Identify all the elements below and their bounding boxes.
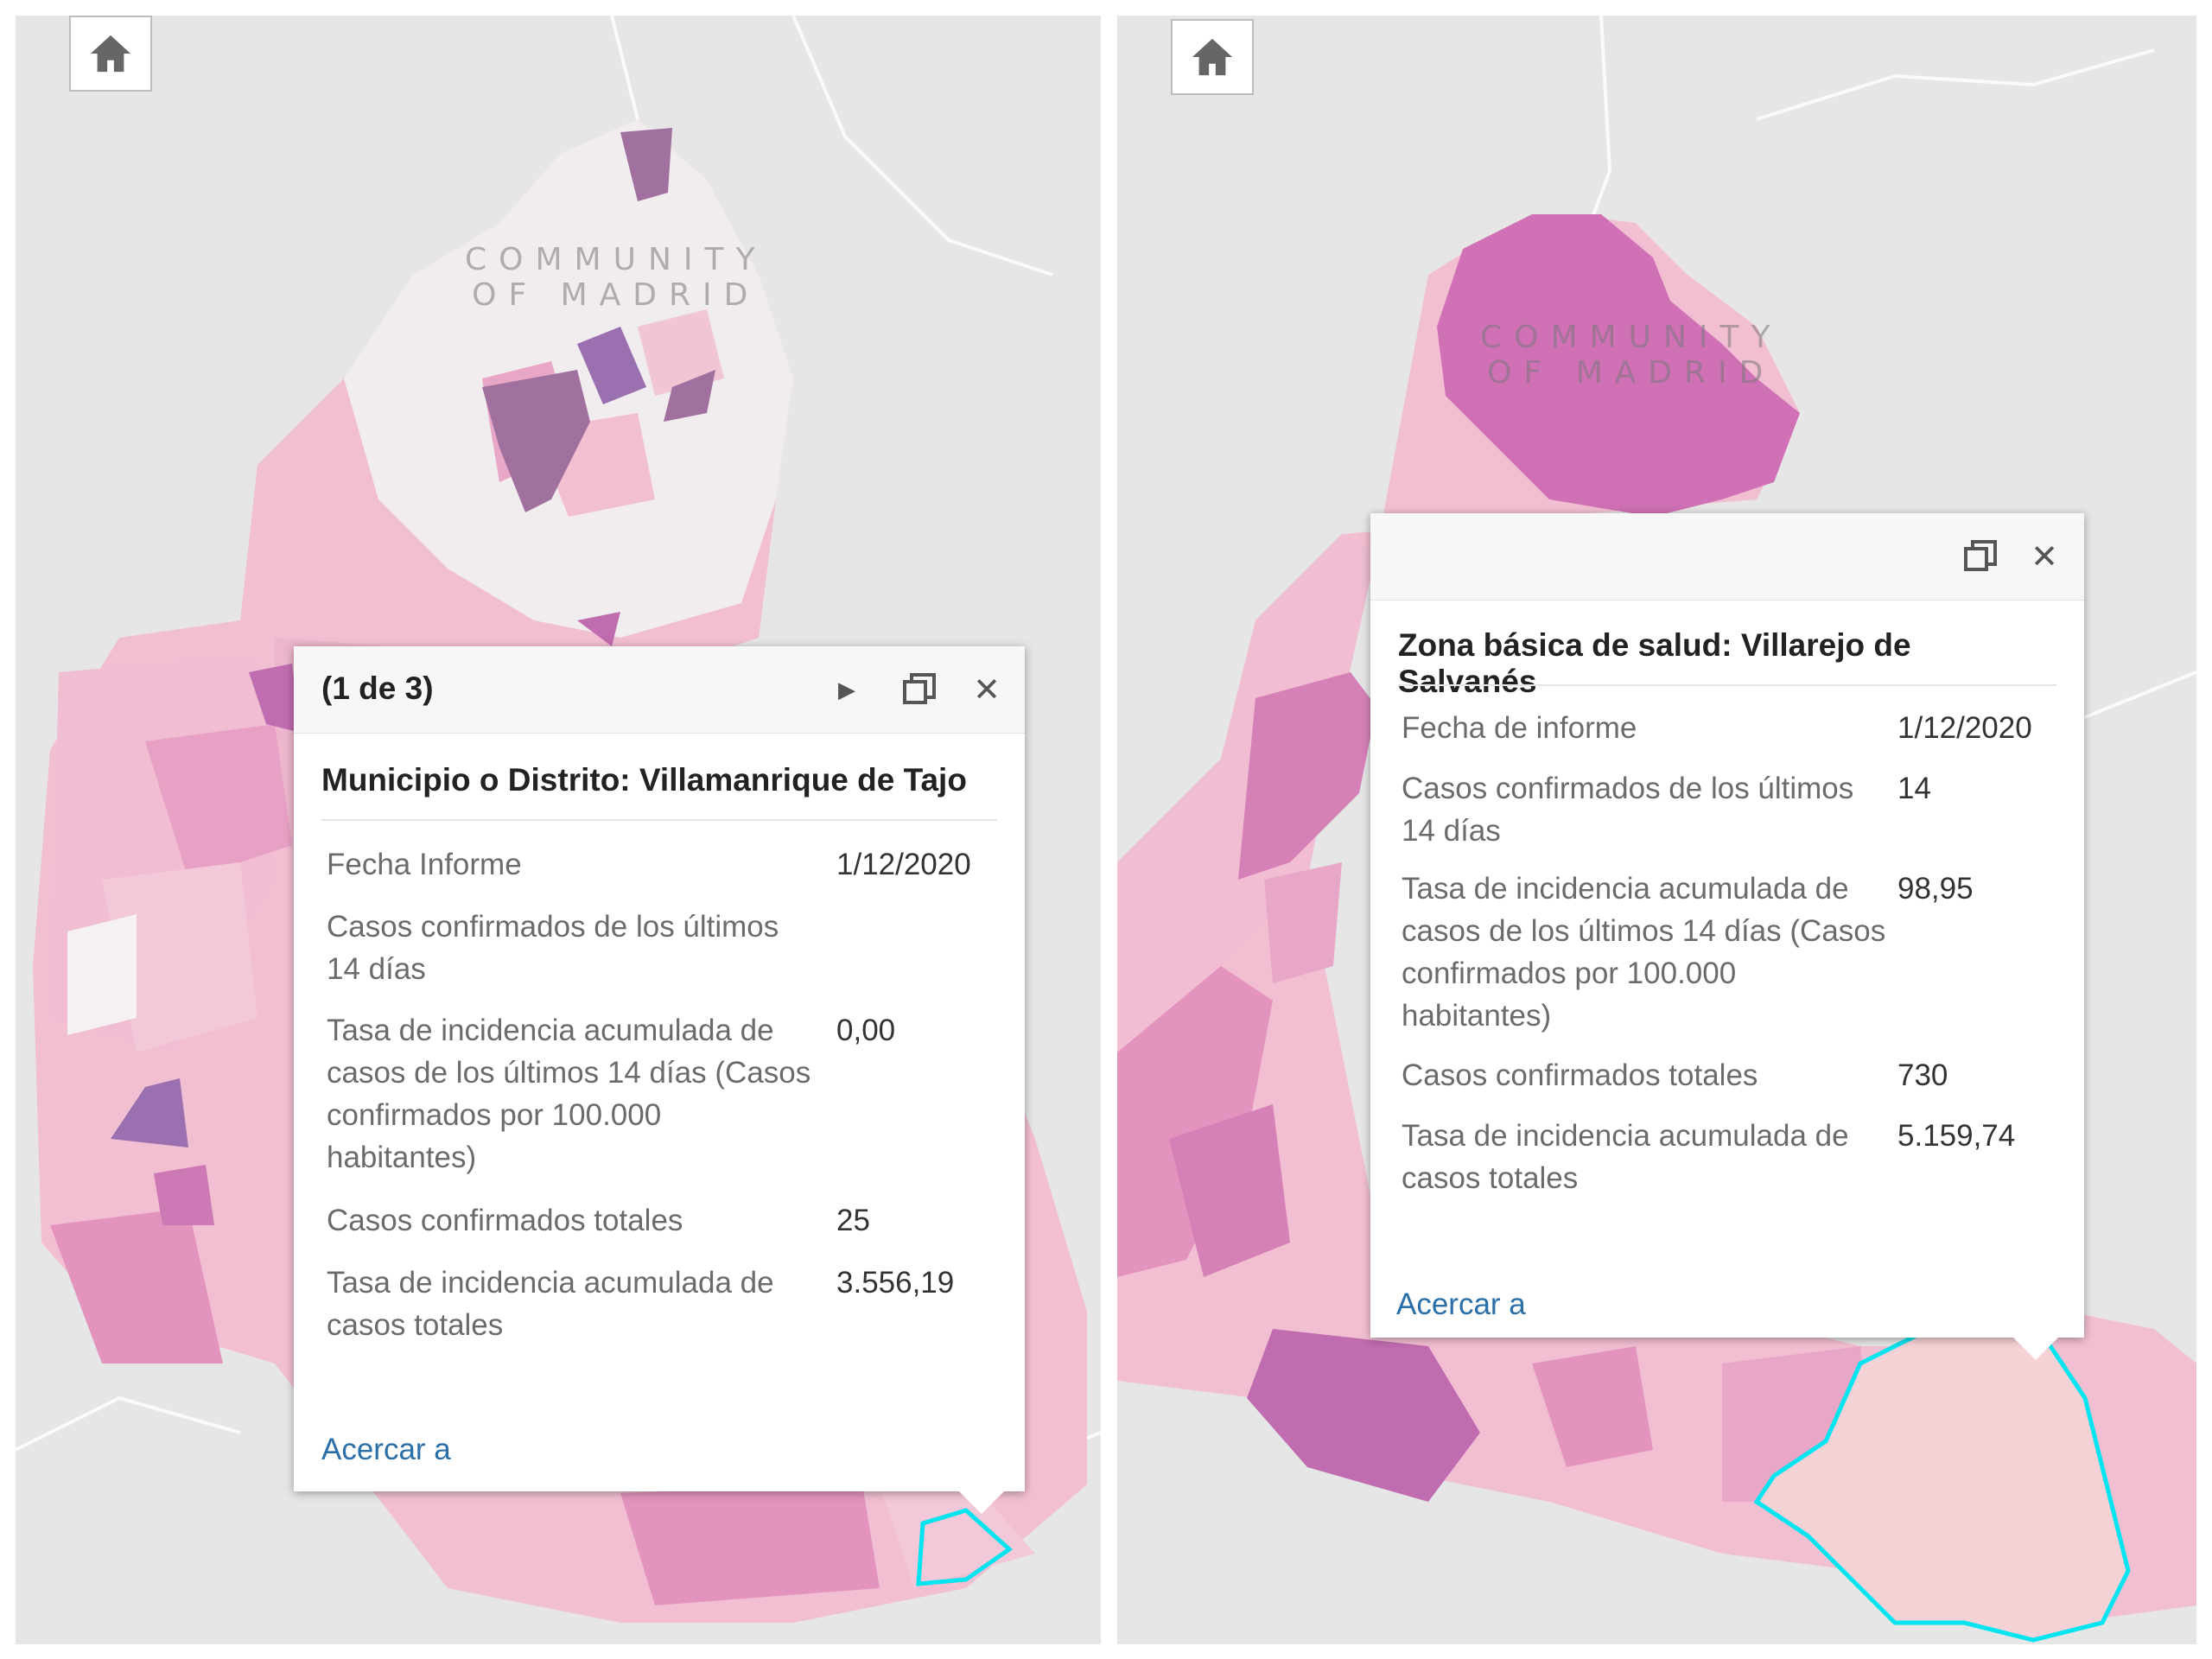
field-value-tasa-totales: 3.556,19 — [836, 1266, 955, 1300]
home-button[interactable] — [1171, 19, 1254, 95]
feature-counter: (1 de 3) — [321, 671, 434, 706]
popup-header: (1 de 3) ▶ ✕ — [294, 646, 1025, 734]
field-value-tasa-14: 98,95 — [1897, 872, 1974, 906]
popup-right: ✕ Zona básica de salud: Villarejo de Sal… — [1370, 513, 2084, 1360]
field-label-casos-totales: Casos confirmados totales — [327, 1204, 683, 1237]
field-label-tasa-totales: Tasa de incidencia acumulada de casos tot… — [1402, 1119, 1849, 1195]
popup-left: (1 de 3) ▶ ✕ Municipio o Distrito: Villa… — [294, 646, 1025, 1514]
field-value-tasa-totales: 5.159,74 — [1897, 1119, 2016, 1153]
maximize-button[interactable] — [899, 669, 940, 710]
field-label-casos-14: Casos confirmados de los últimos 14 días — [1402, 772, 1854, 848]
field-label-fecha: Fecha Informe — [327, 848, 522, 881]
field-label-casos-14: Casos confirmados de los últimos 14 días — [327, 910, 779, 986]
field-value-fecha: 1/12/2020 — [1897, 711, 2032, 745]
popup-header: ✕ — [1370, 513, 2084, 601]
home-icon — [1192, 38, 1233, 76]
close-button[interactable]: ✕ — [966, 669, 1007, 710]
map-label-community-right: COMMUNITY OF MADRID — [1480, 320, 1783, 391]
zoom-to-link[interactable]: Acercar a — [1396, 1287, 1526, 1321]
close-icon: ✕ — [973, 671, 1001, 709]
field-label-casos-totales: Casos confirmados totales — [1402, 1058, 1758, 1092]
home-icon — [90, 35, 131, 73]
field-value-casos-totales: 25 — [836, 1204, 870, 1237]
field-value-casos-totales: 730 — [1897, 1058, 1948, 1092]
popup-title: Zona básica de salud: Villarejo de Salva… — [1398, 627, 1911, 699]
home-button[interactable] — [69, 16, 152, 92]
popup-title: Municipio o Distrito: Villamanrique de T… — [321, 762, 967, 798]
map-label-community-left: COMMUNITY OF MADRID — [465, 242, 767, 313]
field-value-casos-14: 14 — [1897, 772, 1931, 805]
play-icon: ▶ — [838, 676, 855, 702]
field-label-tasa-totales: Tasa de incidencia acumulada de casos tot… — [327, 1266, 774, 1342]
close-button[interactable]: ✕ — [2024, 536, 2065, 577]
next-feature-button[interactable]: ▶ — [826, 669, 868, 710]
field-label-tasa-14: Tasa de incidencia acumulada de casos de … — [327, 1014, 811, 1174]
title-divider — [1398, 684, 2056, 686]
popup-pointer — [2013, 1338, 2058, 1360]
title-divider — [321, 819, 997, 821]
popup-pointer — [959, 1491, 1004, 1514]
maximize-button[interactable] — [1960, 536, 2001, 577]
field-label-tasa-14: Tasa de incidencia acumulada de casos de … — [1402, 872, 1886, 1033]
field-label-fecha: Fecha de informe — [1402, 711, 1637, 745]
maximize-icon — [1964, 540, 1997, 571]
zoom-to-link[interactable]: Acercar a — [321, 1433, 451, 1466]
maximize-icon — [903, 673, 936, 704]
field-value-fecha: 1/12/2020 — [836, 848, 971, 881]
field-value-tasa-14: 0,00 — [836, 1014, 896, 1047]
close-icon: ✕ — [2031, 538, 2058, 575]
